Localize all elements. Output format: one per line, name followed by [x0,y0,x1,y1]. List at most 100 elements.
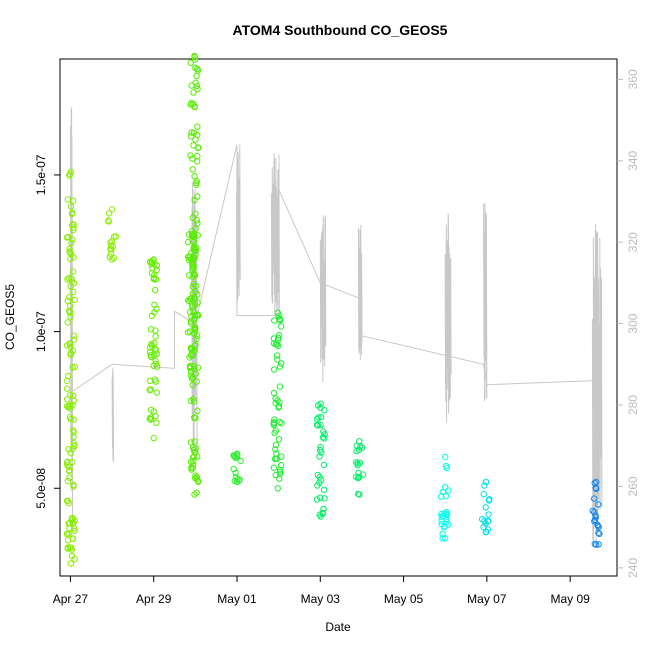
data-point [152,345,159,353]
data-point [272,471,279,479]
data-point [67,168,75,176]
data-point [152,357,159,364]
data-point [67,560,75,567]
data-point [187,364,194,372]
data-point [189,273,196,281]
data-point [194,232,202,239]
data-point [152,286,159,294]
data-point [237,457,244,465]
data-point [442,493,450,500]
data-point [321,435,328,442]
y-right-tick-label: 340 [626,150,640,170]
data-point [194,220,201,227]
x-tick-label: May 09 [550,592,590,606]
y-axis-right: 240 260 280 300 320 340 360 [617,69,640,578]
data-point [194,144,202,151]
data-point [67,343,74,351]
spike-line [591,223,603,547]
data-point [320,486,328,493]
data-point [272,400,279,407]
data-point [595,501,602,508]
data-point [67,349,75,357]
data-point [108,206,116,213]
data-point [189,166,197,173]
data-point [146,349,154,356]
data-point [190,362,198,370]
data-point [441,484,449,491]
y-right-tick-label: 300 [626,313,640,333]
spike-line [444,213,452,423]
data-point [67,402,74,409]
data-point [69,236,76,243]
data-point [193,335,200,343]
x-axis: Apr 27 Apr 29 May 01 May 03 May 05 May 07 May … [53,576,590,606]
spike-line [357,224,363,361]
data-point [150,256,157,263]
data-point [66,467,73,475]
data-point [356,438,363,445]
data-point [69,268,77,275]
data-point [188,129,195,136]
data-point [276,383,284,390]
data-point [485,511,492,518]
data-point [187,318,195,325]
data-point [194,131,201,139]
data-point [317,400,324,407]
data-point [189,155,196,162]
data-point [277,323,285,330]
data-point [591,495,598,502]
y-right-tick-label: 320 [626,232,640,252]
data-point [110,254,118,262]
data-point [272,455,279,462]
data-point [194,123,201,130]
data-point [482,528,490,536]
data-point [63,459,71,466]
data-point [317,444,324,451]
data-point [194,407,201,414]
spike-line [111,367,115,463]
data-point [64,477,72,485]
data-point [317,513,324,520]
data-point [593,485,600,492]
data-point [108,246,115,253]
data-point [69,197,77,204]
data-point [188,375,196,382]
data-point [71,296,78,304]
data-point [591,518,598,525]
data-point [67,405,74,412]
data-point [194,299,201,306]
data-point [152,360,160,367]
data-point [105,217,112,224]
data-point [70,392,77,399]
data-point [191,316,198,324]
data-point [273,352,281,359]
data-point [272,427,279,434]
data-point [67,313,74,321]
data-point [315,414,322,421]
data-point [192,251,199,259]
data-point [274,309,281,316]
data-point [193,473,201,481]
data-point [66,413,74,421]
data-point [69,515,77,523]
data-point [594,522,602,530]
data-point [195,312,202,319]
data-point [153,419,160,426]
data-point [189,214,197,221]
data-point [482,478,490,486]
data-point [193,378,200,385]
data-point [272,446,279,453]
data-point [67,203,75,210]
data-point [188,303,196,310]
data-point [151,309,158,316]
data-point [316,479,323,486]
data-point [69,427,77,434]
data-point [275,334,282,342]
data-point [68,210,76,218]
data-point [320,505,327,513]
data-point [276,317,284,324]
data-point [481,482,488,489]
data-point [71,525,78,532]
data-point [108,238,116,245]
